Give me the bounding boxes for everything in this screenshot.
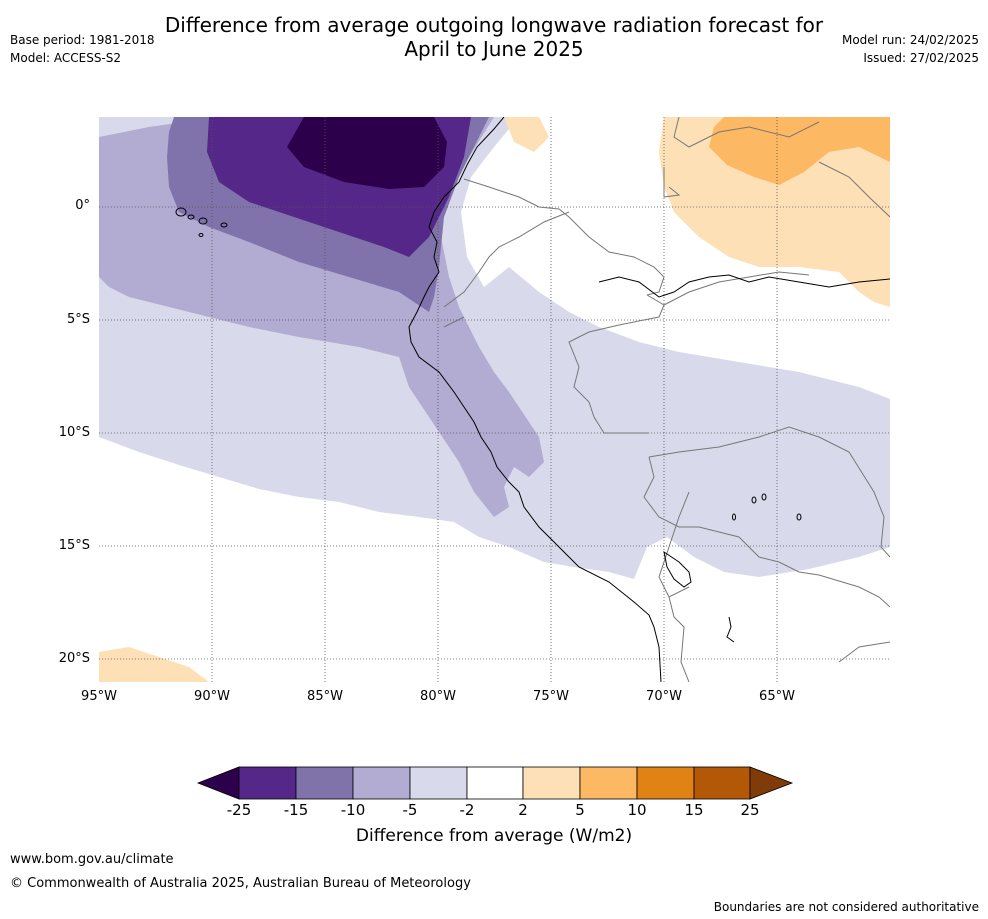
lat-label-10s: 10°S: [58, 425, 90, 440]
olr-region-p2-p5-sw: [99, 647, 209, 682]
colorbar-tick: 5: [575, 801, 585, 819]
colorbar-tick: -5: [402, 801, 418, 819]
lon-label-75w: 75°W: [533, 689, 569, 704]
colorbar-tick: 10: [627, 801, 647, 819]
page-title: Difference from average outgoing longwav…: [0, 13, 988, 61]
colorbar-swatch-m25-m15: [238, 766, 297, 800]
model-text: Model: ACCESS-S2: [10, 51, 122, 65]
lat-label-15s: 15°S: [58, 538, 90, 553]
lon-label-90w: 90°W: [194, 689, 230, 704]
olr-region-p2-p5: [659, 117, 890, 307]
colorbar-tick: 25: [740, 801, 760, 819]
colorbar-swatch-m5-m2: [409, 766, 468, 800]
country-borders: [443, 117, 890, 682]
olr-region-lt-m25: [287, 117, 447, 189]
model-run-text: Model run: 24/02/2025: [841, 33, 979, 47]
olr-region-p2-p5-north: [504, 117, 549, 152]
colorbar-tick: -25: [226, 801, 252, 819]
colorbar-tick: -10: [340, 801, 366, 819]
lon-label-85w: 85°W: [307, 689, 343, 704]
colorbar-swatch-lt-m25: [196, 766, 240, 800]
lat-label-20s: 20°S: [58, 651, 90, 666]
colorbar: [196, 766, 794, 800]
lon-label-70w: 70°W: [646, 689, 682, 704]
website-link[interactable]: www.bom.gov.au/climate: [10, 852, 174, 867]
colorbar-swatch-p10-p15: [636, 766, 695, 800]
colorbar-swatch-m15-m10: [295, 766, 354, 800]
map-plot: [99, 117, 890, 682]
colorbar-swatch-p5-p10: [579, 766, 638, 800]
map-graticule: [99, 117, 890, 682]
lon-label-80w: 80°W: [420, 689, 456, 704]
lat-label-5s: 5°S: [66, 312, 90, 327]
disclaimer-text: Boundaries are not considered authoritat…: [713, 900, 979, 914]
lon-label-95w: 95°W: [81, 689, 117, 704]
title-line-2: April to June 2025: [404, 37, 584, 61]
base-period-text: Base period: 1981-2018: [10, 33, 155, 47]
colorbar-tick: 2: [518, 801, 528, 819]
issued-text: Issued: 27/02/2025: [863, 51, 979, 65]
coastline: [408, 117, 890, 682]
colorbar-swatch-m10-m5: [352, 766, 411, 800]
galapagos-islands: [175, 207, 228, 237]
colorbar-tick: 15: [684, 801, 704, 819]
lat-label-0: 0°: [75, 198, 90, 213]
colorbar-label: Difference from average (W/m2): [355, 826, 633, 846]
title-line-1: Difference from average outgoing longwav…: [164, 13, 824, 37]
copyright-text: © Commonwealth of Australia 2025, Austra…: [10, 876, 471, 891]
lon-label-65w: 65°W: [759, 689, 795, 704]
colorbar-swatch-p2-p5: [522, 766, 581, 800]
olr-region-p5-p10: [709, 117, 890, 185]
lakes: [663, 493, 802, 643]
colorbar-tick: -15: [283, 801, 309, 819]
colorbar-swatch-m2-p2: [466, 766, 524, 800]
colorbar-swatch-p15-p25: [693, 766, 751, 800]
colorbar-tick: -2: [459, 801, 475, 819]
colorbar-swatch-gt-p25: [749, 766, 794, 800]
